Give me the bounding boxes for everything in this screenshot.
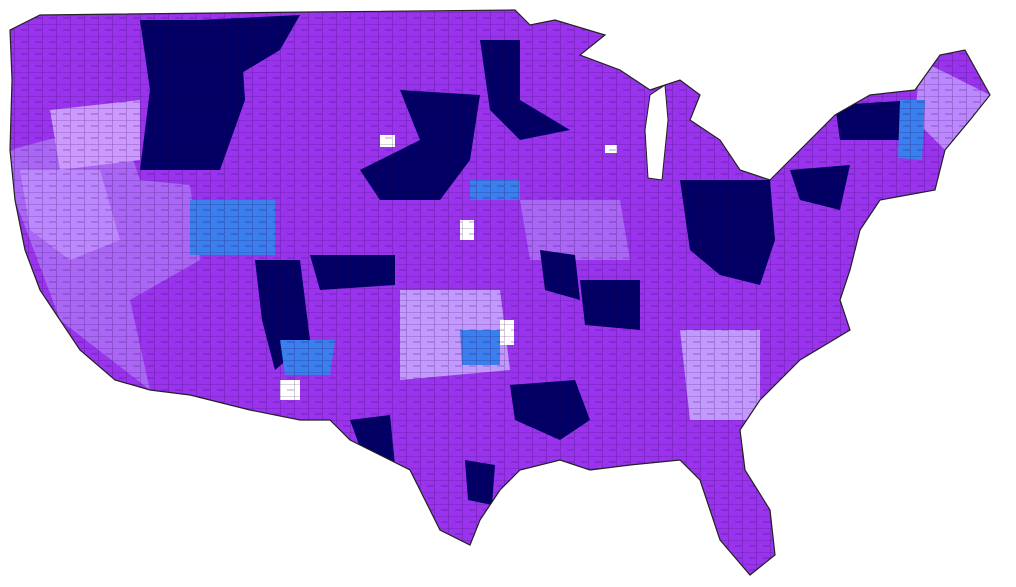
page: [9, 9, 991, 576]
counties: [10, 10, 990, 575]
map: [9, 9, 991, 576]
county-borders: [10, 10, 990, 575]
